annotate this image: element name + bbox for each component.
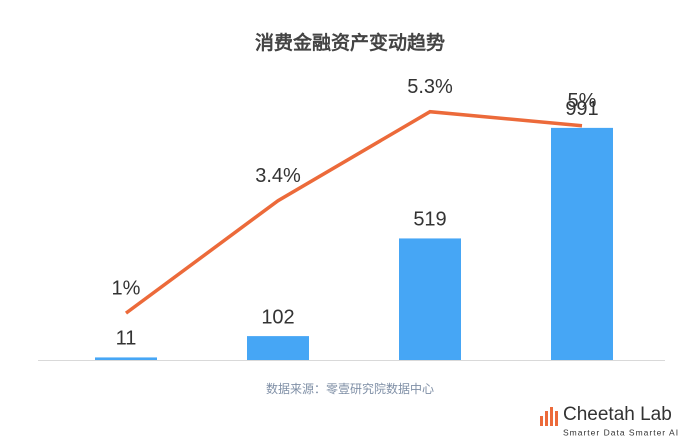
bar-value-label: 991 (565, 98, 598, 120)
line-value-label: 5% (568, 90, 597, 112)
line-value-label: 3.4% (255, 165, 301, 187)
bar (399, 238, 461, 360)
logo-icon (550, 407, 553, 426)
line (124, 109, 583, 315)
logo-icon (540, 416, 543, 426)
bar (247, 336, 309, 360)
bar-value-label: 102 (261, 306, 294, 328)
logo: Cheetah Lab Smarter Data Smarter AI (540, 404, 679, 437)
bar (551, 127, 613, 360)
line-value-label: 1% (112, 277, 141, 299)
line-value-label: 5.3% (407, 76, 453, 98)
source-note: 数据来源：零壹研究院数据中心 (266, 381, 434, 396)
bar-value-label: 519 (413, 209, 446, 231)
logo-tagline: Smarter Data Smarter AI (563, 427, 679, 437)
bar-value-label: 11 (116, 328, 137, 350)
logo-icon (555, 411, 558, 426)
bar (95, 357, 157, 360)
logo-icon (545, 411, 548, 426)
logo-name: Cheetah Lab (563, 404, 672, 425)
chart-title: 消费金融资产变动趋势 (255, 31, 445, 54)
